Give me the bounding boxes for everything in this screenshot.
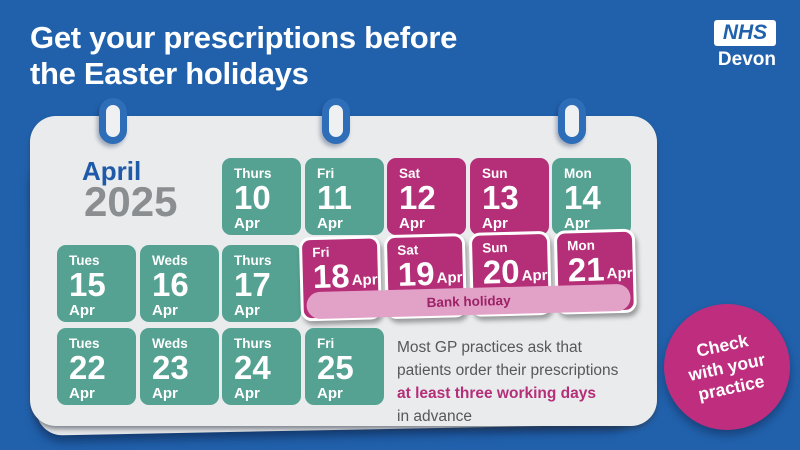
day-month: Apr (234, 215, 260, 232)
advice-highlight: at least three working days (397, 385, 596, 402)
day-number: 21 (567, 250, 605, 289)
bank-holiday-group: Fri 18Apr Sat 19Apr Sun 20Apr Mon 21Apr … (298, 228, 637, 330)
nhs-region-label: Devon (717, 49, 776, 70)
day-weekday: Thurs (234, 253, 272, 268)
day-number: 16 (152, 266, 189, 303)
day-weekday: Sun (482, 166, 508, 181)
day-cell-15-apr: Tues 15 Apr (57, 245, 136, 322)
advice-line-2: patients order their prescriptions (397, 362, 619, 379)
day-cell-12-apr: Sat 12 Apr (387, 158, 466, 235)
advice-line-1: Most GP practices ask that (397, 339, 582, 356)
day-month: Apr (234, 302, 260, 319)
day-weekday: Weds (152, 253, 188, 268)
day-weekday: Sat (399, 166, 421, 181)
day-number: 22 (69, 349, 106, 386)
day-month: Apr (436, 269, 463, 287)
check-practice-badge: Check with your practice (664, 304, 790, 430)
calendar-year: 2025 (84, 178, 178, 225)
day-cell-23-apr: Weds 23 Apr (140, 328, 219, 405)
binder-ring-icon (99, 98, 127, 144)
day-cell-24-apr: Thurs 24 Apr (222, 328, 301, 405)
binder-ring-icon (322, 98, 350, 144)
day-month: Apr (234, 385, 260, 402)
day-month: Apr (152, 302, 178, 319)
day-weekday: Fri (317, 336, 335, 351)
day-month: Apr (482, 215, 508, 232)
day-weekday: Fri (317, 166, 335, 181)
badge-text: Check with your practice (682, 327, 771, 406)
day-month: Apr (152, 385, 178, 402)
calendar-month: April (82, 156, 142, 186)
day-number: 20 (482, 252, 521, 291)
advice-line-3: in advance (397, 408, 472, 425)
day-number: 25 (317, 349, 354, 386)
day-cell-11-apr: Fri 11 Apr (305, 158, 384, 235)
day-number: 13 (482, 179, 519, 216)
day-cell-17-apr: Thurs 17 Apr (222, 245, 301, 322)
day-cell-13-apr: Sun 13 Apr (470, 158, 549, 235)
day-number: 23 (152, 349, 189, 386)
day-weekday: Tues (69, 336, 100, 351)
advice-text: Most GP practices ask that patients orde… (397, 336, 662, 428)
title-line-2: the Easter holidays (30, 56, 309, 91)
day-month: Apr (399, 215, 425, 232)
day-cell-16-apr: Weds 16 Apr (140, 245, 219, 322)
day-month: Apr (69, 302, 95, 319)
nhs-logo-text: NHS (722, 21, 768, 44)
day-weekday: Weds (152, 336, 188, 351)
day-weekday: Mon (564, 166, 592, 181)
day-cell-14-apr: Mon 14 Apr (552, 158, 631, 235)
binder-ring-icon (558, 98, 586, 144)
day-number: 18 (312, 257, 351, 296)
day-weekday: Thurs (234, 166, 272, 181)
day-month: Apr (317, 215, 343, 232)
day-month: Apr (564, 215, 590, 232)
day-number: 24 (234, 349, 271, 386)
day-number: 14 (564, 179, 601, 216)
day-month: Apr (606, 264, 633, 283)
day-cell-10-apr: Thurs 10 Apr (222, 158, 301, 235)
title-line-1: Get your prescriptions before (30, 20, 458, 55)
day-number: 12 (399, 179, 436, 216)
day-cell-22-apr: Tues 22 Apr (57, 328, 136, 405)
day-number: 17 (234, 266, 271, 303)
page-title: Get your prescriptions before the Easter… (30, 20, 457, 92)
day-month: Apr (317, 385, 343, 402)
day-number: 11 (317, 179, 352, 216)
nhs-logo: NHS (714, 20, 776, 46)
calendar: April 2025 Thurs 10 Apr Fri 11 Apr Sat 1… (30, 116, 657, 426)
day-number: 10 (234, 179, 271, 216)
day-number: 19 (397, 254, 436, 293)
day-month: Apr (351, 271, 378, 290)
day-month: Apr (69, 385, 95, 402)
day-cell-25-apr: Fri 25 Apr (305, 328, 384, 405)
day-number: 15 (69, 266, 106, 303)
day-weekday: Thurs (234, 336, 272, 351)
day-weekday: Tues (69, 253, 100, 268)
day-month: Apr (521, 266, 548, 285)
